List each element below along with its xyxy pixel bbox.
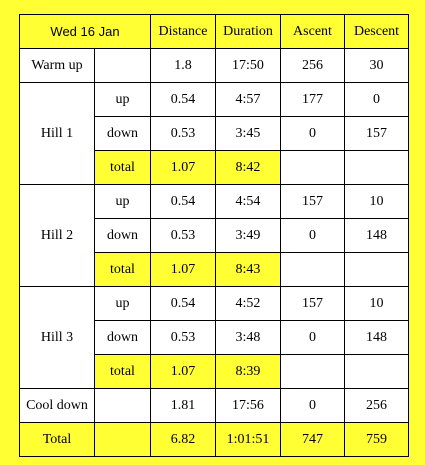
distance-cell: 1.07 <box>150 354 216 389</box>
row-label: Total <box>19 422 95 457</box>
distance-cell: 1.07 <box>150 150 216 185</box>
ascent-cell: 0 <box>280 320 345 355</box>
hill-2-total-row: total 1.07 8:43 <box>20 252 409 287</box>
distance-cell: 0.53 <box>150 116 216 151</box>
workout-table: Wed 16 Jan Distance Duration Ascent Desc… <box>19 14 409 457</box>
column-header-duration: Duration <box>215 14 281 49</box>
descent-cell: 148 <box>344 218 409 253</box>
duration-cell: 4:52 <box>215 286 281 321</box>
ascent-cell: 0 <box>280 388 345 423</box>
segment-label: total <box>94 252 151 287</box>
total-row: Total 6.82 1:01:51 747 759 <box>19 422 409 457</box>
date-header: Wed 16 Jan <box>19 14 151 49</box>
ascent-cell: 177 <box>280 82 345 117</box>
hill-1-up-row: Hill 1 up 0.54 4:57 177 0 <box>19 82 409 185</box>
hill-3-down-row: down 0.53 3:48 0 148 <box>20 320 409 355</box>
empty-cell <box>344 354 409 389</box>
segment-label: down <box>94 320 151 355</box>
descent-cell: 148 <box>344 320 409 355</box>
column-header-descent: Descent <box>344 14 409 49</box>
segment-label: up <box>94 82 151 117</box>
hill-2-down-row: down 0.53 3:49 0 148 <box>20 218 409 253</box>
distance-cell: 1.8 <box>150 48 216 83</box>
duration-cell: 4:57 <box>215 82 281 117</box>
hill-label: Hill 2 <box>19 184 95 287</box>
segment-label: up <box>94 184 151 219</box>
segment-label: total <box>94 354 151 389</box>
duration-cell: 8:39 <box>215 354 281 389</box>
ascent-cell: 157 <box>280 286 345 321</box>
duration-cell: 1:01:51 <box>215 422 281 457</box>
distance-cell: 0.54 <box>150 82 216 117</box>
segment-label: down <box>94 218 151 253</box>
duration-cell: 4:54 <box>215 184 281 219</box>
segment-label: up <box>94 286 151 321</box>
descent-cell: 157 <box>344 116 409 151</box>
distance-cell: 0.54 <box>150 286 216 321</box>
distance-cell: 1.07 <box>150 252 216 287</box>
descent-cell: 759 <box>344 422 409 457</box>
ascent-cell: 157 <box>280 184 345 219</box>
distance-cell: 0.53 <box>150 320 216 355</box>
duration-cell: 17:50 <box>215 48 281 83</box>
header-row: Wed 16 Jan Distance Duration Ascent Desc… <box>19 14 409 49</box>
duration-cell: 17:56 <box>215 388 281 423</box>
empty-cell <box>344 252 409 287</box>
hill-label: Hill 1 <box>19 82 95 185</box>
distance-cell: 1.81 <box>150 388 216 423</box>
empty-cell <box>94 48 151 83</box>
hill-2-up-row: Hill 2 up 0.54 4:54 157 10 <box>19 184 409 287</box>
distance-cell: 0.53 <box>150 218 216 253</box>
row-label: Cool down <box>19 388 95 423</box>
duration-cell: 8:42 <box>215 150 281 185</box>
distance-cell: 6.82 <box>150 422 216 457</box>
hill-label: Hill 3 <box>19 286 95 389</box>
empty-cell <box>344 150 409 185</box>
ascent-cell: 256 <box>280 48 345 83</box>
duration-cell: 8:43 <box>215 252 281 287</box>
warmup-row: Warm up 1.8 17:50 256 30 <box>19 48 409 83</box>
segment-label: total <box>94 150 151 185</box>
descent-cell: 0 <box>344 82 409 117</box>
distance-cell: 0.54 <box>150 184 216 219</box>
descent-cell: 30 <box>344 48 409 83</box>
duration-cell: 3:48 <box>215 320 281 355</box>
empty-cell <box>280 252 345 287</box>
cooldown-row: Cool down 1.81 17:56 0 256 <box>19 388 409 423</box>
descent-cell: 256 <box>344 388 409 423</box>
ascent-cell: 0 <box>280 218 345 253</box>
column-header-ascent: Ascent <box>280 14 345 49</box>
hill-3-total-row: total 1.07 8:39 <box>20 354 409 389</box>
duration-cell: 3:49 <box>215 218 281 253</box>
empty-cell <box>94 422 151 457</box>
hill-3-up-row: Hill 3 up 0.54 4:52 157 10 <box>19 286 409 389</box>
empty-cell <box>280 354 345 389</box>
ascent-cell: 747 <box>280 422 345 457</box>
empty-cell <box>94 388 151 423</box>
ascent-cell: 0 <box>280 116 345 151</box>
row-label: Warm up <box>19 48 95 83</box>
empty-cell <box>280 150 345 185</box>
segment-label: down <box>94 116 151 151</box>
descent-cell: 10 <box>344 286 409 321</box>
hill-1-down-row: down 0.53 3:45 0 157 <box>20 116 409 151</box>
column-header-distance: Distance <box>150 14 216 49</box>
duration-cell: 3:45 <box>215 116 281 151</box>
descent-cell: 10 <box>344 184 409 219</box>
